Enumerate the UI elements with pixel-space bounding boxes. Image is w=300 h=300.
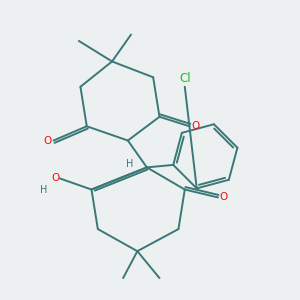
Text: O: O [51,173,59,184]
Text: H: H [40,184,48,194]
Text: O: O [44,136,52,146]
Text: O: O [191,121,200,131]
Text: H: H [126,159,133,169]
Text: O: O [220,192,228,203]
Text: Cl: Cl [179,72,190,85]
